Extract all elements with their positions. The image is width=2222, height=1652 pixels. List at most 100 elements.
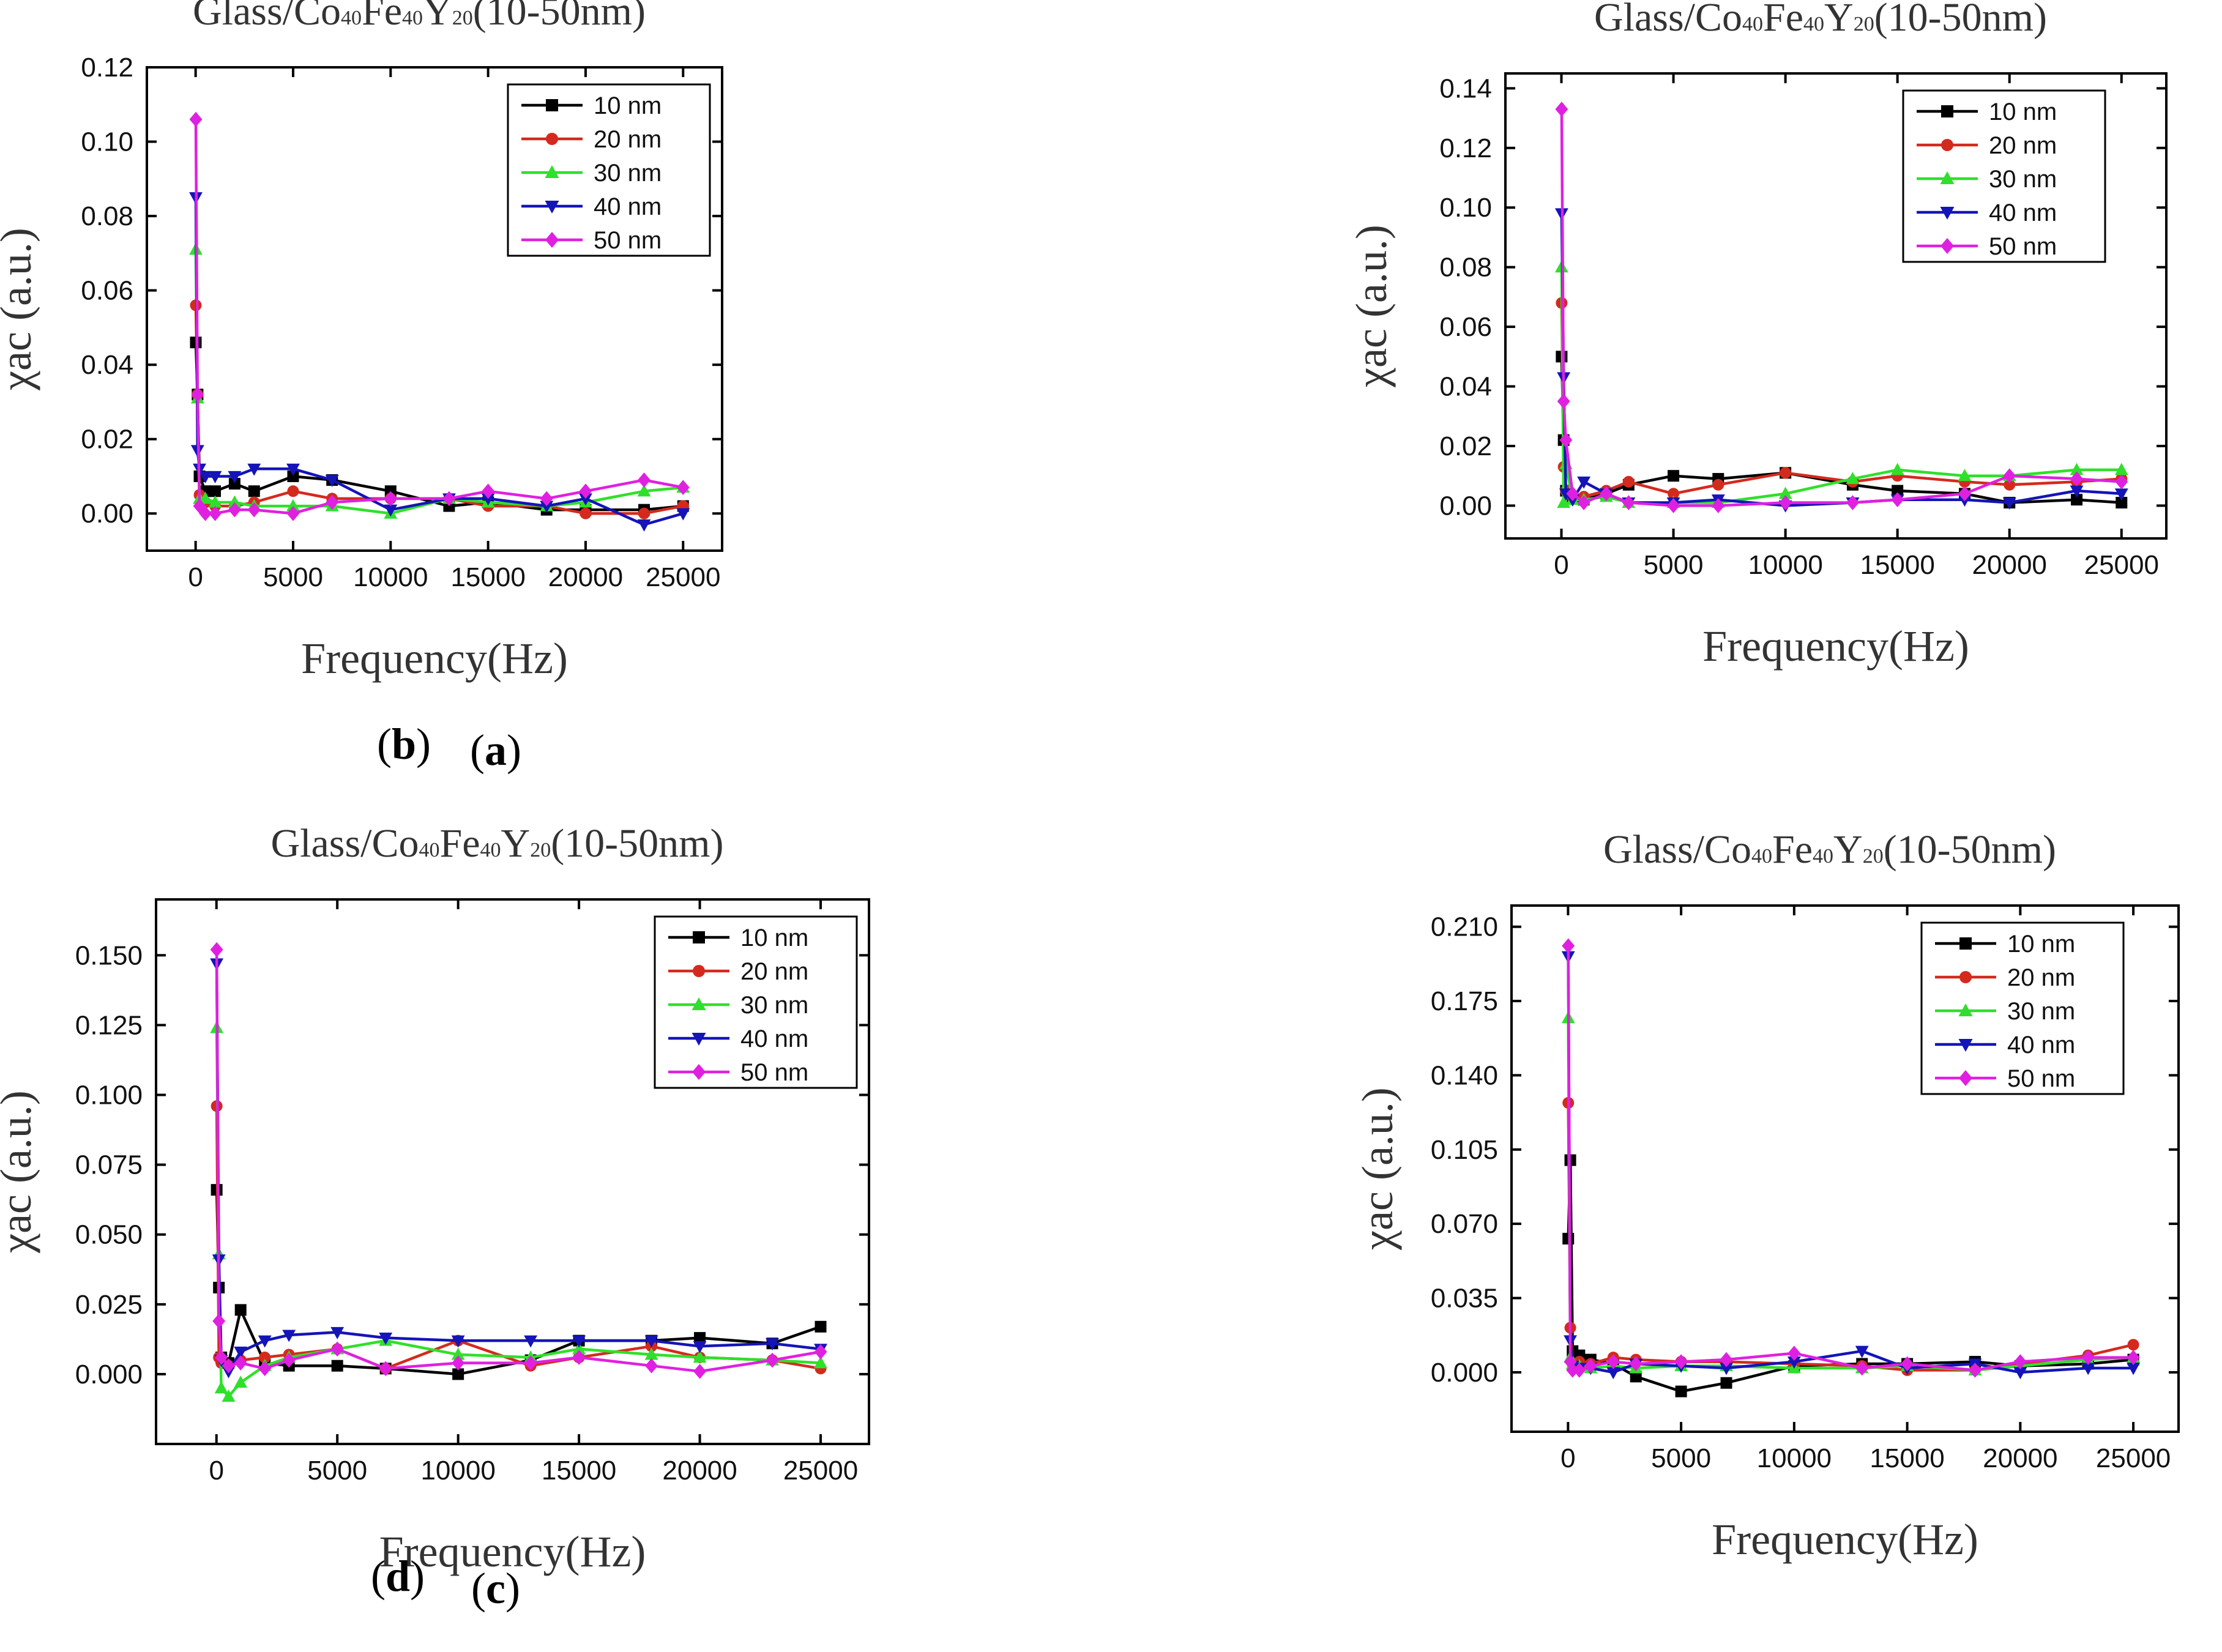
data-point-50nm <box>1555 102 1568 117</box>
data-point-40nm <box>2070 485 2084 498</box>
data-point-50nm <box>1629 1356 1642 1372</box>
legend-marker <box>546 133 558 145</box>
data-point-50nm <box>330 1341 344 1357</box>
data-point-10nm <box>209 485 222 497</box>
data-point-30nm <box>693 1350 707 1363</box>
data-point-40nm <box>379 1333 393 1345</box>
data-point-40nm <box>572 1335 586 1348</box>
data-point-50nm <box>209 505 222 521</box>
panel-label-paren: ( <box>371 1552 386 1601</box>
legend-marker <box>545 232 559 248</box>
x-tick-label: 0 <box>1554 550 1568 580</box>
data-point-40nm <box>2114 488 2128 501</box>
y-tick-label: 0.02 <box>1439 431 1492 461</box>
data-point-50nm <box>1606 1354 1620 1369</box>
data-point-50nm <box>228 502 241 518</box>
data-point-50nm <box>1958 486 1971 502</box>
data-point-50nm <box>579 483 592 499</box>
data-point-50nm <box>215 1350 228 1365</box>
data-point-40nm <box>286 463 300 476</box>
data-point-30nm <box>644 1347 658 1360</box>
data-point-50nm <box>2127 1350 2140 1365</box>
data-point-40nm <box>524 1335 538 1348</box>
y-tick-label: 0.02 <box>81 425 133 455</box>
data-point-50nm <box>1573 1363 1586 1378</box>
y-tick-label: 0.070 <box>1431 1209 1498 1239</box>
series-line-20nm <box>215 1106 821 1371</box>
x-tick-label: 0 <box>188 562 203 592</box>
data-point-50nm <box>247 502 261 518</box>
data-point-30nm <box>1846 472 1860 485</box>
legend-box <box>1920 921 2125 1095</box>
data-point-20nm <box>1780 467 1792 479</box>
legend-marker <box>1959 937 1972 950</box>
data-point-50nm <box>189 111 203 127</box>
data-point-50nm <box>442 491 456 507</box>
y-axis-title: χac (a.u.) <box>1353 1087 1402 1251</box>
series-line-50nm <box>1560 109 2122 507</box>
x-axis-title: Frequency(Hz) <box>1702 622 1969 671</box>
legend-label: 40 nm <box>2007 1032 2075 1059</box>
data-point-40nm <box>2002 497 2016 510</box>
chart-title: Glass/Co40Fe40Y20(10-50nm) <box>271 821 724 866</box>
chart-title-text: Glass/Co <box>1603 827 1751 872</box>
y-tick-label: 0.175 <box>1431 986 1498 1016</box>
chart-title-subscript: 20 <box>452 7 473 29</box>
legend-marker <box>1959 1070 1972 1086</box>
legend-label: 50 nm <box>2007 1065 2075 1092</box>
x-tick-label: 25000 <box>2096 1443 2171 1473</box>
y-tick-label: 0.050 <box>75 1220 143 1250</box>
legend-label: 10 nm <box>1989 99 2057 125</box>
data-point-50nm <box>2003 468 2016 484</box>
y-tick-label: 0.00 <box>1439 491 1492 521</box>
y-tick-label: 0.100 <box>75 1080 143 1110</box>
data-point-20nm <box>2004 478 2016 491</box>
x-tick-label: 5000 <box>1644 550 1704 580</box>
legend: 10 nm 20 nm 30 nm 40 nm 50 nm <box>654 915 858 1089</box>
legend: 10 nm 20 nm 30 nm 40 nm 50 nm <box>1902 89 2106 263</box>
y-tick-label: 0.210 <box>1431 912 1498 942</box>
data-point-40nm <box>540 500 554 513</box>
legend-label: 20 nm <box>1989 132 2057 159</box>
chart-title-subscript: 40 <box>480 839 501 861</box>
data-point-40nm <box>258 1335 272 1348</box>
chart-panel-d: 0 5000 10000 15000 20000 25000 0.000 0.035 0.070… <box>371 827 2180 1601</box>
data-point-40nm <box>208 471 222 483</box>
chart-title-text: (10-50nm) <box>473 0 646 34</box>
data-point-10nm <box>452 1368 464 1380</box>
x-tick-label: 10000 <box>420 1456 495 1486</box>
data-point-50nm <box>379 1361 392 1377</box>
data-point-10nm <box>1892 485 1904 497</box>
data-point-30nm <box>1778 486 1792 499</box>
data-point-30nm <box>2114 463 2128 475</box>
x-tick-label: 25000 <box>783 1456 858 1486</box>
data-point-50nm <box>286 505 300 521</box>
series-line-10nm <box>194 342 684 512</box>
chart-title-subscript: 40 <box>341 7 362 29</box>
data-point-40nm <box>676 508 690 521</box>
data-point-50nm <box>1712 498 1725 513</box>
panel-label-paren: ( <box>470 726 485 775</box>
panel-label-paren: ) <box>416 720 431 768</box>
panel-label-paren: ) <box>507 726 521 775</box>
data-point-50nm <box>1720 1352 1733 1367</box>
data-point-50nm <box>2115 474 2128 489</box>
data-point-50nm <box>326 494 339 510</box>
panel-label: (d) <box>371 1552 425 1601</box>
chart-title-text: Y <box>1824 0 1854 40</box>
chart-title-subscript: 40 <box>1751 845 1772 868</box>
data-point-50nm <box>1788 1345 1801 1361</box>
data-point-10nm <box>1675 1385 1687 1397</box>
data-point-10nm <box>287 470 299 482</box>
chart-title-text: Glass/Co <box>271 821 419 866</box>
chart-title-subscript: 40 <box>1813 845 1833 868</box>
chart-title-text: Fe <box>1763 0 1803 40</box>
legend-box <box>1902 89 2106 263</box>
data-point-20nm <box>2127 1339 2139 1351</box>
x-tick-label: 5000 <box>263 562 323 592</box>
chart-panel-b: 0 5000 10000 15000 20000 25000 0.00 0.02 0.04 0.0… <box>377 0 2168 768</box>
chart-title-subscript: 20 <box>1854 13 1874 35</box>
data-point-30nm <box>814 1356 827 1369</box>
data-point-30nm <box>198 491 212 504</box>
y-tick-label: 0.150 <box>75 940 143 970</box>
